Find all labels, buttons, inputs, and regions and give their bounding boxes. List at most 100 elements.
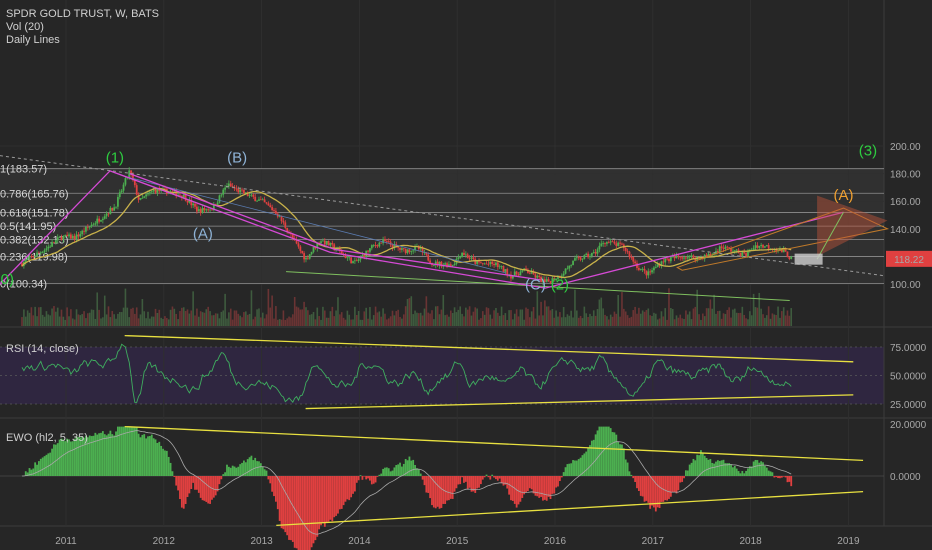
candle-body [754,245,757,249]
candle-body [133,180,136,186]
ewo-bar [28,468,31,476]
volume-bar [416,312,418,326]
volume-bar [387,318,390,326]
ewo-bar [156,442,159,476]
volume-bar [549,310,552,326]
volume-bar [784,315,787,326]
ewo-bar [750,466,753,476]
volume-bar [656,319,659,326]
volume-bar [359,319,362,326]
ewo-bar [653,476,655,508]
candle-body [752,248,755,250]
candle-body [495,262,497,266]
ewo-bar [685,470,687,476]
candle-body [39,252,42,254]
ewo-bar [690,462,693,476]
candle-body [728,247,731,249]
candle-body [414,246,416,251]
volume-bar [624,311,627,326]
candle-body [164,188,166,190]
candle-body [602,243,605,244]
volume-bar [134,313,136,326]
candle-body [45,248,48,251]
candle-body [263,199,266,203]
volume-bar [408,298,411,326]
volume-bar [58,316,61,326]
ewo-bar [380,473,383,476]
candle-body [96,218,99,224]
ewo-bar [158,441,161,476]
volume-bar [438,314,441,326]
volume-bar [68,316,70,326]
ewo-bar [118,426,121,476]
ewo-bar [461,476,463,478]
volume-bar [732,309,734,326]
volume-bar [30,307,33,326]
ewo-bar [259,463,262,476]
volume-bar [335,310,337,326]
candle-body [180,195,183,198]
candle-body [58,236,61,238]
ewo-bar [730,464,732,476]
ewo-bar [73,438,76,476]
rsi-title[interactable]: RSI (14, close) [6,343,79,355]
ewo-bar [583,453,586,476]
ewo-bar [496,476,499,481]
candle-body [579,257,582,260]
candle-body [590,252,593,256]
volume-bar [585,313,588,326]
ewo-bar [579,457,582,476]
volume-bar [190,310,193,326]
candle-body [632,257,635,262]
ewo-bar [344,476,347,502]
candle-body [649,271,652,273]
volume-bar [248,313,251,326]
ewo-bar [651,476,653,506]
volume-bar [352,319,354,326]
ewo-bar [457,476,460,485]
candle-body [143,196,146,198]
candle-body [261,199,264,201]
ewo-bar [271,476,274,492]
volume-bar [630,316,633,326]
ewo-bar [464,476,467,482]
rsi-resistance-line [124,334,854,363]
ewo-bar [338,476,341,510]
candle-body [211,209,213,211]
volume-bar [135,307,138,326]
ewo-bar [139,437,142,476]
ewo-bar [111,434,114,476]
volume-bar [528,317,531,326]
ewo-bar [621,444,623,476]
volume-bar [113,314,115,326]
volume-bar [211,315,213,326]
ewo-bar [132,426,134,476]
volume-bar [363,311,366,326]
candle-body [551,278,554,283]
ewo-bar [619,444,621,476]
ewo-bar [432,476,435,508]
volume-bar [47,314,50,326]
projection-wedge [676,207,890,271]
candle-body [88,226,91,228]
volume-bar [173,308,176,326]
ewo-bar [545,476,548,501]
ewo-bar [438,476,441,509]
volume-bar [651,315,653,326]
ewo-bar [446,476,448,501]
candle-body [479,262,482,264]
volume-bar [666,319,668,326]
rsi-support-line [305,394,854,410]
volume-bar [107,306,110,326]
ewo-bar [515,476,518,508]
candle-body [147,193,149,195]
volume-bar [587,316,589,326]
ewo-bar [395,465,398,476]
ewo-title[interactable]: EWO (hl2, 5, 35) [6,432,88,444]
ewo-bar [508,476,511,495]
volume-bar [602,308,604,326]
volume-bar [692,308,695,326]
volume-bar [450,310,452,326]
volume-bar [192,291,194,326]
